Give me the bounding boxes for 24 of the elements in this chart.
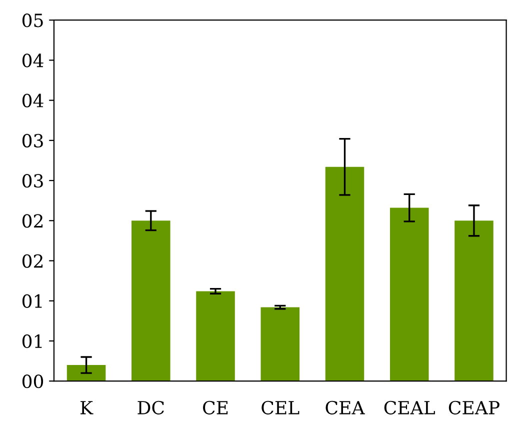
y-tick-label: 00 [22, 374, 44, 388]
bar [390, 208, 429, 382]
y-tick-label: 01 [22, 294, 42, 308]
x-tick-label: CE [203, 400, 228, 414]
y-tick-label: 03 [22, 174, 43, 188]
bar [196, 291, 235, 382]
y-tick-label: 05 [22, 14, 43, 28]
x-tick-label: CEA [326, 400, 365, 414]
x-tick-label: K [80, 401, 94, 414]
y-tick-label: 02 [22, 254, 42, 268]
bar [260, 307, 300, 382]
y-tick-label: 03 [22, 134, 43, 148]
x-tick-label: CEAL [384, 400, 435, 414]
x-tick-label: CEAP [448, 400, 500, 414]
x-tick-label: DC [138, 400, 164, 414]
bar [325, 166, 364, 382]
bar [66, 365, 106, 382]
y-tick-label: 04 [22, 54, 44, 68]
y-tick-label: 01 [22, 334, 42, 348]
y-tick-label: 04 [22, 94, 44, 108]
x-tick-label: CEL [262, 400, 300, 414]
bar [132, 220, 170, 382]
bar [454, 220, 494, 382]
y-tick-label: 02 [22, 214, 42, 228]
